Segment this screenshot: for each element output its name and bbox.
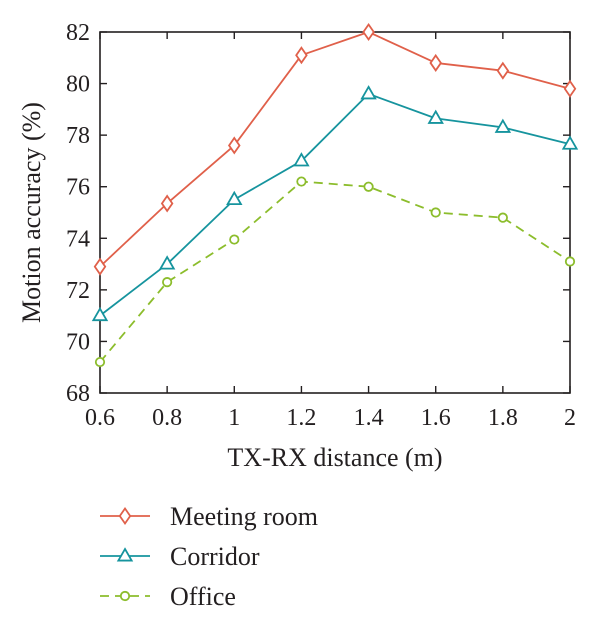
x-axis-ticks: 0.6 0.8 1 1.2 1.4 1.6 1.8 2 (85, 32, 576, 431)
data-point-meeting-room (227, 136, 241, 155)
x-tick-label: 2 (564, 405, 576, 431)
plot-frame (99, 31, 571, 394)
y-tick-label: 72 (66, 278, 90, 304)
data-point-corridor (427, 109, 444, 124)
series-line-corridor (99, 92, 571, 317)
data-point-meeting-room (362, 22, 375, 42)
series-corridor (91, 85, 579, 322)
x-tick-label: 0.6 (85, 405, 115, 431)
y-tick-label: 76 (66, 175, 90, 201)
data-point-corridor (91, 306, 109, 322)
data-point-corridor (360, 85, 377, 100)
y-tick-label: 74 (66, 226, 90, 252)
y-axis-ticks: 68 70 72 74 76 78 80 82 (66, 20, 570, 407)
data-point-corridor (226, 190, 243, 206)
data-point-office (363, 181, 374, 192)
legend-label-meeting-room: Meeting room (170, 502, 318, 531)
y-axis-label: Motion accuracy (%) (17, 102, 46, 323)
y-tick-label: 68 (66, 381, 90, 407)
data-point-meeting-room (563, 79, 577, 98)
x-tick-label: 1.8 (488, 405, 518, 431)
legend-label-corridor: Corridor (170, 542, 260, 571)
data-point-corridor (561, 135, 579, 150)
legend-item-meeting-room: Meeting room (100, 502, 318, 531)
data-point-corridor (158, 255, 176, 270)
data-point-office (296, 176, 307, 187)
y-tick-label: 70 (66, 329, 90, 355)
x-axis-label: TX-RX distance (m) (227, 443, 442, 472)
series-line-office (99, 180, 571, 363)
data-point-corridor (494, 118, 512, 133)
x-tick-label: 1.2 (286, 405, 316, 431)
series-meeting-room (93, 22, 577, 276)
series-office (94, 176, 576, 368)
data-point-meeting-room (295, 46, 308, 65)
x-tick-label: 1.4 (354, 405, 384, 431)
data-point-office (430, 207, 441, 218)
legend-marker-office (119, 590, 131, 602)
data-point-office (564, 256, 576, 267)
legend-item-corridor: Corridor (100, 542, 260, 571)
legend: Meeting room Corridor Office (100, 502, 318, 611)
legend-marker-corridor (116, 547, 134, 562)
data-point-office (94, 356, 106, 368)
legend-label-office: Office (170, 582, 236, 611)
data-point-corridor (293, 152, 310, 167)
series-line-meeting-room (99, 31, 571, 268)
data-point-meeting-room (93, 257, 107, 276)
legend-marker-meeting-room (118, 506, 132, 526)
x-tick-label: 1 (228, 405, 240, 431)
data-point-meeting-room (429, 53, 443, 72)
x-tick-label: 1.6 (421, 405, 451, 431)
y-tick-label: 78 (66, 123, 90, 149)
data-point-office (162, 277, 173, 288)
data-point-office (229, 234, 240, 245)
data-point-office (497, 212, 508, 223)
x-tick-label: 0.8 (152, 405, 182, 431)
y-tick-label: 80 (66, 72, 90, 98)
plot-box (99, 31, 571, 394)
y-tick-label: 82 (66, 20, 90, 46)
data-point-meeting-room (496, 61, 510, 80)
legend-item-office: Office (100, 582, 236, 611)
series-layer (91, 22, 579, 368)
data-point-meeting-room (160, 194, 174, 213)
